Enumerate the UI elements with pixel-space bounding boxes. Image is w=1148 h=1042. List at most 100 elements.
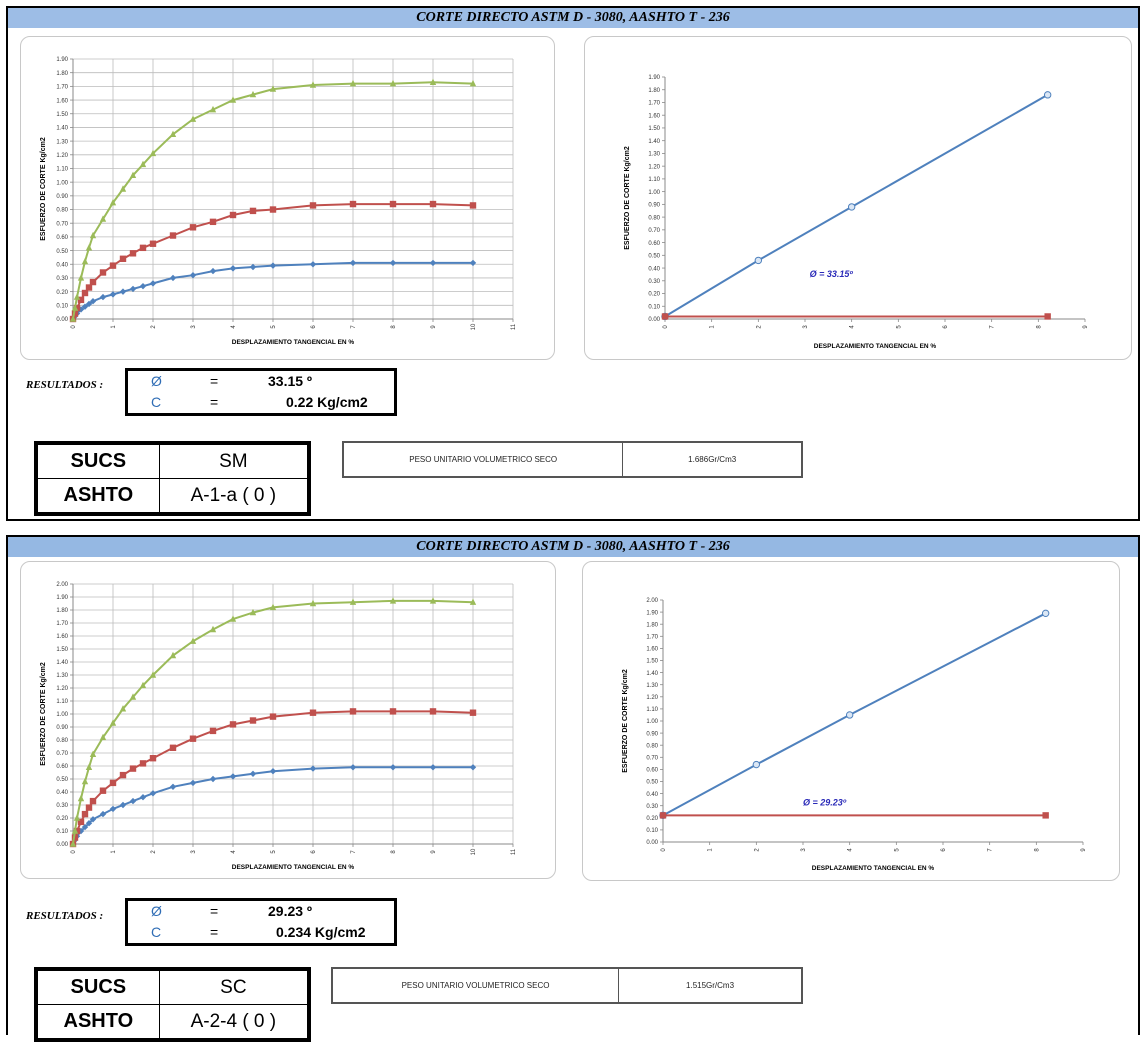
y-tick-label: 0.00 bbox=[56, 317, 68, 323]
y-tick-label: 0.50 bbox=[646, 780, 658, 786]
y-tick-label: 1.80 bbox=[56, 608, 68, 614]
cohesion-symbol: C bbox=[151, 924, 162, 940]
x-tick-label: 1 bbox=[111, 850, 117, 854]
data-point bbox=[249, 263, 257, 271]
x-tick-label: 0 bbox=[71, 850, 77, 854]
data-point bbox=[389, 259, 397, 267]
data-point bbox=[139, 282, 147, 290]
data-point bbox=[845, 711, 854, 719]
y-tick-label: 1.60 bbox=[56, 634, 68, 640]
data-point bbox=[659, 812, 667, 819]
data-point bbox=[139, 160, 147, 168]
data-point bbox=[81, 823, 89, 831]
x-axis-label: DESPLAZAMIENTO TANGENCIAL EN % bbox=[232, 864, 355, 871]
data-point bbox=[89, 797, 97, 805]
data-point bbox=[89, 231, 97, 239]
data-point bbox=[77, 296, 85, 304]
data-point bbox=[229, 721, 237, 728]
data-point bbox=[469, 259, 477, 267]
data-point bbox=[149, 240, 157, 247]
data-point bbox=[129, 285, 137, 293]
data-point bbox=[189, 272, 197, 279]
y-tick-label: 0.10 bbox=[56, 304, 68, 310]
equals-sign: = bbox=[210, 373, 219, 389]
data-point bbox=[429, 78, 437, 85]
data-point bbox=[754, 256, 763, 265]
data-point bbox=[389, 764, 397, 771]
data-point bbox=[85, 804, 93, 811]
x-tick-label: 0 bbox=[663, 325, 669, 329]
data-point bbox=[209, 218, 217, 226]
y-tick-label: 0.80 bbox=[646, 743, 658, 749]
y-tick-label: 0.70 bbox=[646, 756, 658, 762]
y-tick-label: 1.60 bbox=[646, 647, 658, 653]
y-tick-label: 1.50 bbox=[56, 647, 68, 653]
friction-angle-annotation: Ø = 29.23º bbox=[803, 798, 847, 808]
y-tick-label: 0.30 bbox=[648, 279, 660, 285]
data-point bbox=[89, 750, 97, 757]
y-tick-label: 0.70 bbox=[56, 221, 68, 227]
dry-unit-weight-table: PESO UNITARIO VOLUMETRICO SECO 1.515Gr/C… bbox=[331, 967, 803, 1004]
y-tick-label: 1.80 bbox=[648, 88, 660, 94]
x-tick-label: 9 bbox=[431, 850, 437, 854]
shear-stress-chart-2: 0.00 0.10 0.20 0.30 0.40 0.50 0.60 0.70 0.80 0.90… bbox=[20, 561, 556, 879]
equals-sign: = bbox=[210, 394, 219, 410]
ashto-label: ASHTO bbox=[37, 478, 160, 513]
y-tick-label: 0.90 bbox=[646, 731, 658, 737]
x-tick-label: 2 bbox=[151, 850, 157, 854]
data-point bbox=[349, 79, 357, 87]
data-point bbox=[429, 200, 437, 208]
y-tick-label: 0.00 bbox=[648, 317, 660, 323]
data-point bbox=[81, 303, 89, 310]
data-point bbox=[129, 797, 137, 805]
data-point bbox=[119, 801, 127, 809]
y-tick-label: 1.80 bbox=[56, 71, 68, 77]
x-tick-label: 1 bbox=[708, 848, 714, 852]
data-point bbox=[349, 200, 357, 208]
x-tick-label: 6 bbox=[311, 325, 317, 329]
y-tick-label: 0.40 bbox=[648, 266, 660, 272]
data-point bbox=[249, 608, 257, 616]
x-tick-label: 2 bbox=[754, 848, 760, 852]
series-line bbox=[662, 612, 1047, 817]
data-point bbox=[389, 597, 397, 604]
x-tick-label: 3 bbox=[191, 325, 197, 329]
data-point bbox=[249, 90, 257, 98]
classification-table: SUCS SC ASHTO A-2-4 ( 0 ) bbox=[34, 967, 311, 1042]
data-point bbox=[89, 298, 97, 305]
x-tick-label: 6 bbox=[941, 848, 947, 852]
data-point bbox=[119, 705, 127, 712]
data-point bbox=[249, 207, 257, 215]
dry-unit-weight-label: PESO UNITARIO VOLUMETRICO SECO bbox=[342, 442, 624, 477]
x-tick-label: 9 bbox=[431, 325, 437, 329]
data-point bbox=[169, 274, 177, 282]
data-point bbox=[209, 105, 217, 113]
data-point bbox=[139, 760, 147, 767]
ashto-value: A-2-4 ( 0 ) bbox=[158, 1004, 309, 1039]
data-point bbox=[129, 765, 137, 772]
y-tick-label: 0.10 bbox=[648, 304, 660, 310]
y-tick-label: 1.10 bbox=[56, 699, 68, 705]
data-point bbox=[169, 744, 177, 751]
phi-symbol: Ø bbox=[151, 373, 162, 389]
data-point bbox=[129, 693, 137, 700]
y-tick-label: 0.10 bbox=[646, 828, 658, 834]
x-tick-label: 0 bbox=[71, 325, 77, 329]
series-line bbox=[72, 81, 474, 320]
y-tick-label: 1.50 bbox=[648, 126, 660, 132]
chart-svg: 0.00 0.10 0.20 0.30 0.40 0.50 0.60 0.70 0.80 0.90… bbox=[40, 57, 517, 346]
x-tick-label: 4 bbox=[231, 850, 237, 854]
data-point bbox=[73, 293, 81, 300]
data-point bbox=[119, 771, 127, 779]
data-point bbox=[189, 779, 197, 787]
y-tick-label: 1.40 bbox=[646, 671, 658, 677]
data-point bbox=[149, 790, 157, 797]
phi-row: Ø = 33.15 º bbox=[128, 371, 394, 391]
x-tick-label: 9 bbox=[1083, 325, 1089, 329]
y-tick-label: 0.90 bbox=[648, 203, 660, 209]
x-tick-label: 7 bbox=[988, 848, 994, 852]
data-point bbox=[349, 708, 357, 715]
x-tick-label: 3 bbox=[801, 848, 807, 852]
data-point bbox=[1044, 313, 1051, 320]
y-tick-label: 1.90 bbox=[56, 595, 68, 601]
